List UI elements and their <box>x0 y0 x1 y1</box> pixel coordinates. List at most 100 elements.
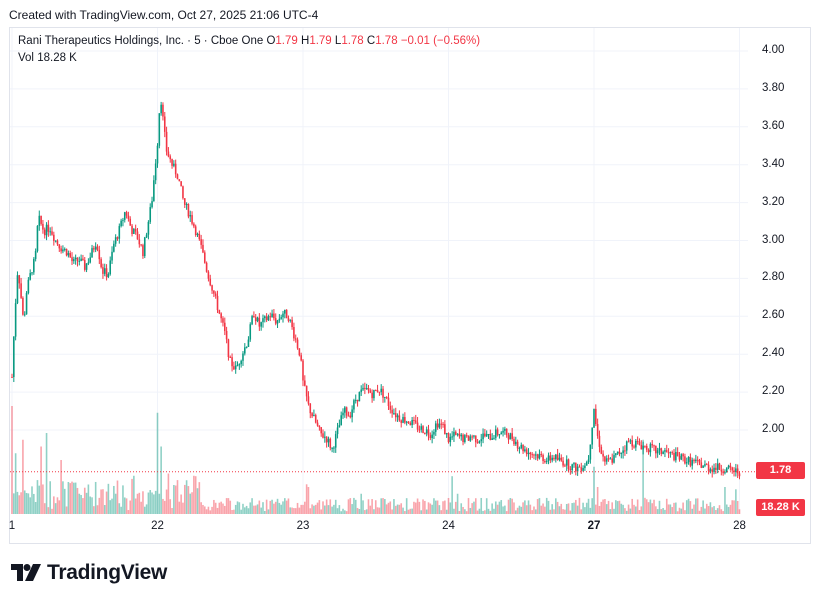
candle-body <box>174 163 177 175</box>
volume-bar <box>202 504 204 514</box>
volume-bar <box>342 508 344 514</box>
volume-bar <box>194 476 197 514</box>
candle-body <box>260 322 262 327</box>
volume-bar <box>200 502 202 514</box>
candle-body <box>460 434 463 437</box>
volume-bar <box>236 501 239 514</box>
volume-bar <box>345 511 348 514</box>
chart-panel[interactable] <box>9 27 811 544</box>
candle-body <box>345 407 348 416</box>
volume-bar <box>329 499 332 514</box>
volume-bar <box>514 510 517 514</box>
volume-bar <box>58 500 61 514</box>
volume-bar <box>633 504 635 514</box>
candle-body <box>687 456 690 463</box>
volume-bar <box>145 504 148 514</box>
candle-body <box>187 204 190 217</box>
candle-body <box>245 346 248 348</box>
candle-body <box>23 314 26 316</box>
volume-bar <box>665 498 668 514</box>
volume-bar <box>607 500 610 514</box>
candle-body <box>129 218 132 226</box>
volume-bar <box>154 490 157 514</box>
volume-bar <box>533 506 535 514</box>
volume-bar <box>129 500 132 514</box>
candle-body <box>533 454 535 456</box>
candle-body <box>558 457 561 460</box>
volume-bar <box>305 484 308 514</box>
candle-body <box>347 415 350 417</box>
candle-body <box>354 399 357 401</box>
volume-bar <box>364 510 366 514</box>
volume-bar <box>560 503 563 514</box>
volume-bar <box>416 498 419 514</box>
candle-body <box>553 457 555 460</box>
candle-body <box>89 257 92 263</box>
candle-body <box>602 453 604 457</box>
volume-bar <box>33 493 35 514</box>
volume-bar <box>74 482 77 514</box>
tradingview-logo-icon <box>11 564 41 581</box>
candle-body <box>154 163 157 181</box>
volume-bar <box>113 485 115 514</box>
candle-body <box>25 293 28 315</box>
candle-body <box>344 407 346 413</box>
volume-bar <box>216 507 219 514</box>
candle-body <box>607 458 610 460</box>
volume-bar <box>73 482 75 514</box>
volume-bar <box>56 497 59 514</box>
candle-body <box>22 297 24 315</box>
volume-bar <box>382 498 384 514</box>
candle-body <box>615 453 617 456</box>
volume-bar <box>713 506 715 514</box>
candle-body <box>538 453 541 459</box>
volume-bar <box>205 509 208 514</box>
candle-body <box>302 360 304 381</box>
candle-body <box>434 423 437 432</box>
candle-body <box>342 412 344 416</box>
candle-body <box>238 364 241 366</box>
volume-bar <box>535 509 537 514</box>
volume-bar <box>120 506 122 514</box>
volume-bar <box>160 446 162 514</box>
candle-body <box>529 452 532 455</box>
volume-bar <box>254 505 257 514</box>
candle-body <box>69 253 71 258</box>
candle-body <box>660 448 663 454</box>
volume-bar <box>525 505 528 514</box>
tradingview-logo[interactable]: TradingView <box>11 561 167 585</box>
volume-bar <box>282 501 284 514</box>
candle-body <box>520 444 523 449</box>
volume-bar <box>693 504 695 514</box>
volume-bar <box>393 499 395 514</box>
candle-body <box>676 451 679 457</box>
candle-body <box>111 251 113 261</box>
volume-bar <box>442 501 444 514</box>
candle-body <box>225 330 228 340</box>
candle-body <box>180 181 182 187</box>
volume-bar <box>518 505 521 514</box>
candle-body <box>38 215 41 226</box>
candle-body <box>322 433 324 438</box>
candle-body <box>396 415 399 418</box>
volume-bar <box>149 490 152 514</box>
volume-bar <box>605 504 608 514</box>
x-tick-label: 28 <box>733 520 746 532</box>
volume-bar <box>365 509 368 514</box>
candle-body <box>34 251 37 259</box>
candle-body <box>545 460 548 463</box>
volume-bar <box>227 498 230 514</box>
candle-body <box>591 427 593 445</box>
volume-bar <box>222 503 224 514</box>
candle-body <box>31 272 33 274</box>
volume-bar <box>325 499 328 514</box>
volume-bar <box>487 508 490 514</box>
volume-bar <box>413 501 415 514</box>
candle-body <box>236 365 239 367</box>
volume-bar <box>22 439 24 514</box>
volume-bar <box>231 509 233 514</box>
volume-bar <box>509 497 512 514</box>
candle-body <box>203 252 206 263</box>
volume-bar <box>464 509 466 514</box>
